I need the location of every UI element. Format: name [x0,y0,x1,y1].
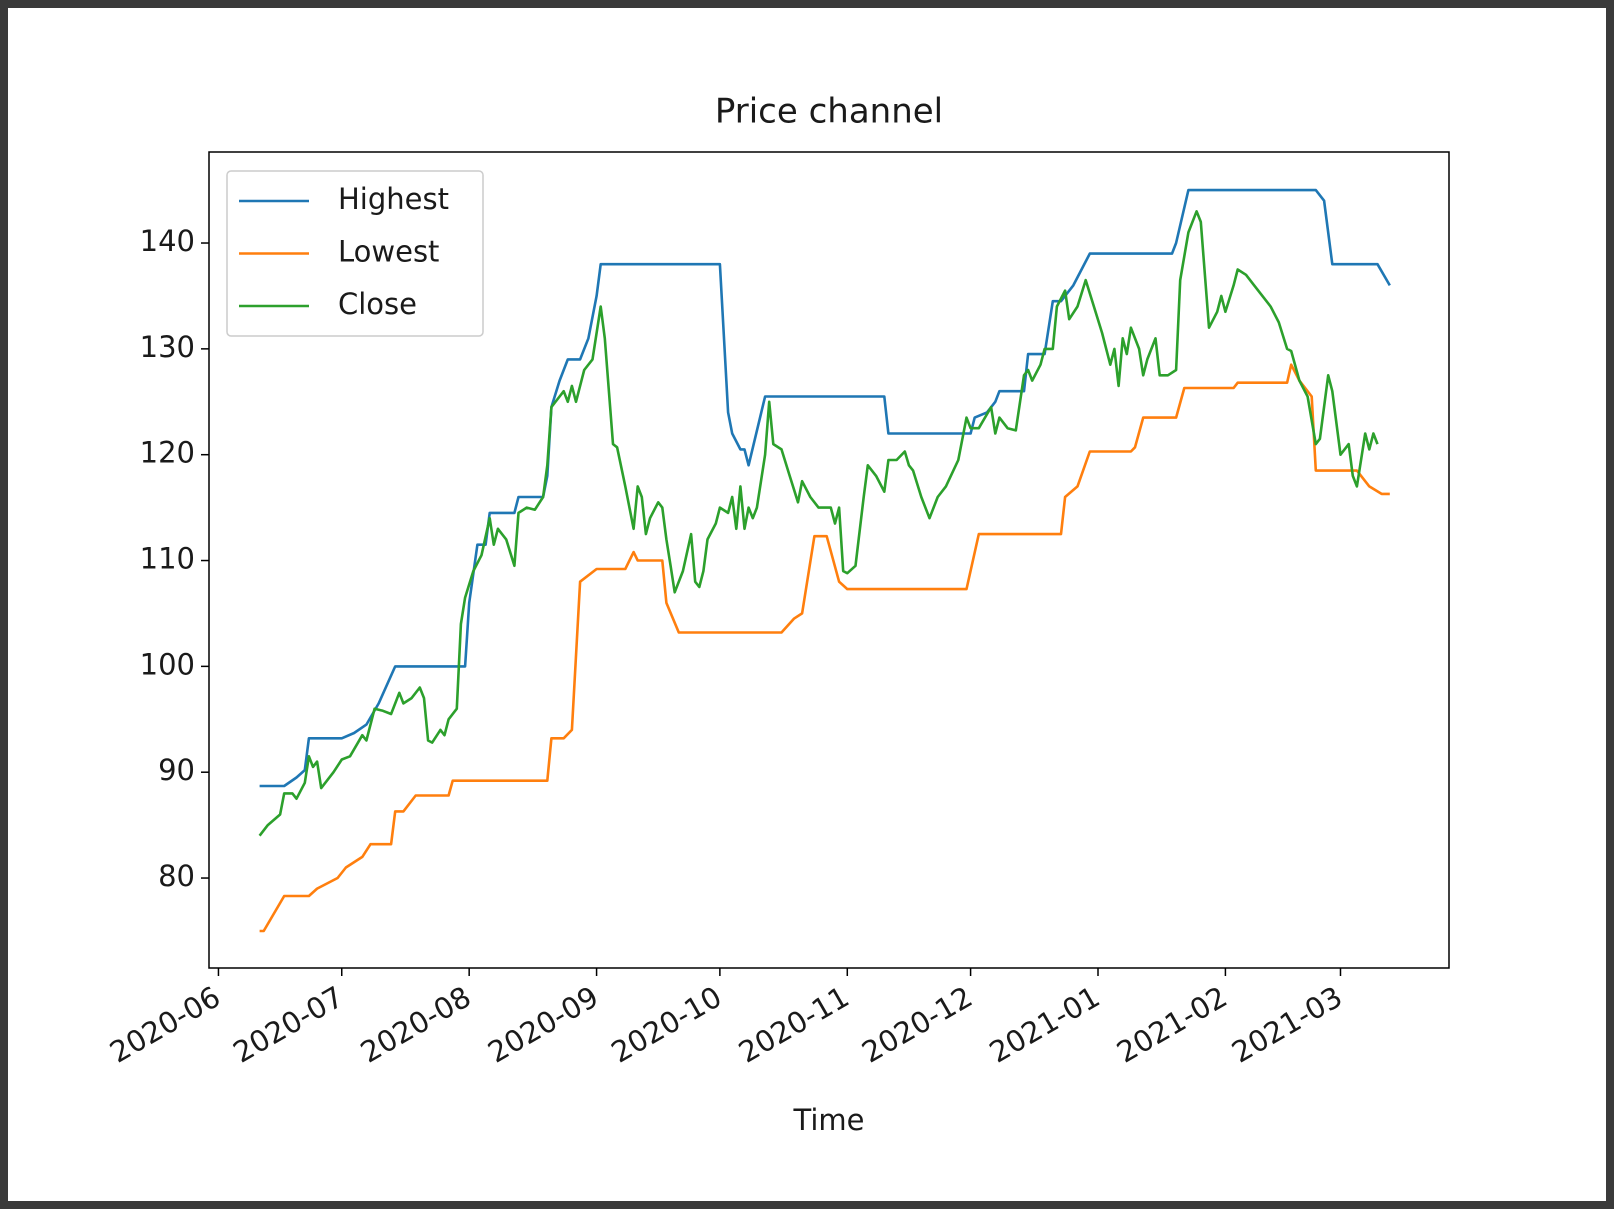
legend-box [226,170,484,337]
legend-label: Lowest [338,235,439,269]
y-tick-label: 120 [140,436,195,470]
y-tick-label: 130 [140,330,195,364]
y-tick-label: 90 [158,753,195,787]
y-tick-label: 110 [140,542,195,576]
x-axis-label: Time [793,1103,865,1137]
y-tick-label: 80 [158,859,195,893]
legend-label: Highest [338,182,449,216]
line-series [259,188,1391,788]
line-series [258,210,1379,837]
y-tick-label: 100 [140,647,195,681]
plot-frame [208,151,1450,969]
chart-title: Price channel [715,92,943,132]
legend-label: Close [338,287,417,321]
y-tick-label: 140 [140,224,195,258]
line-series [259,363,1390,933]
